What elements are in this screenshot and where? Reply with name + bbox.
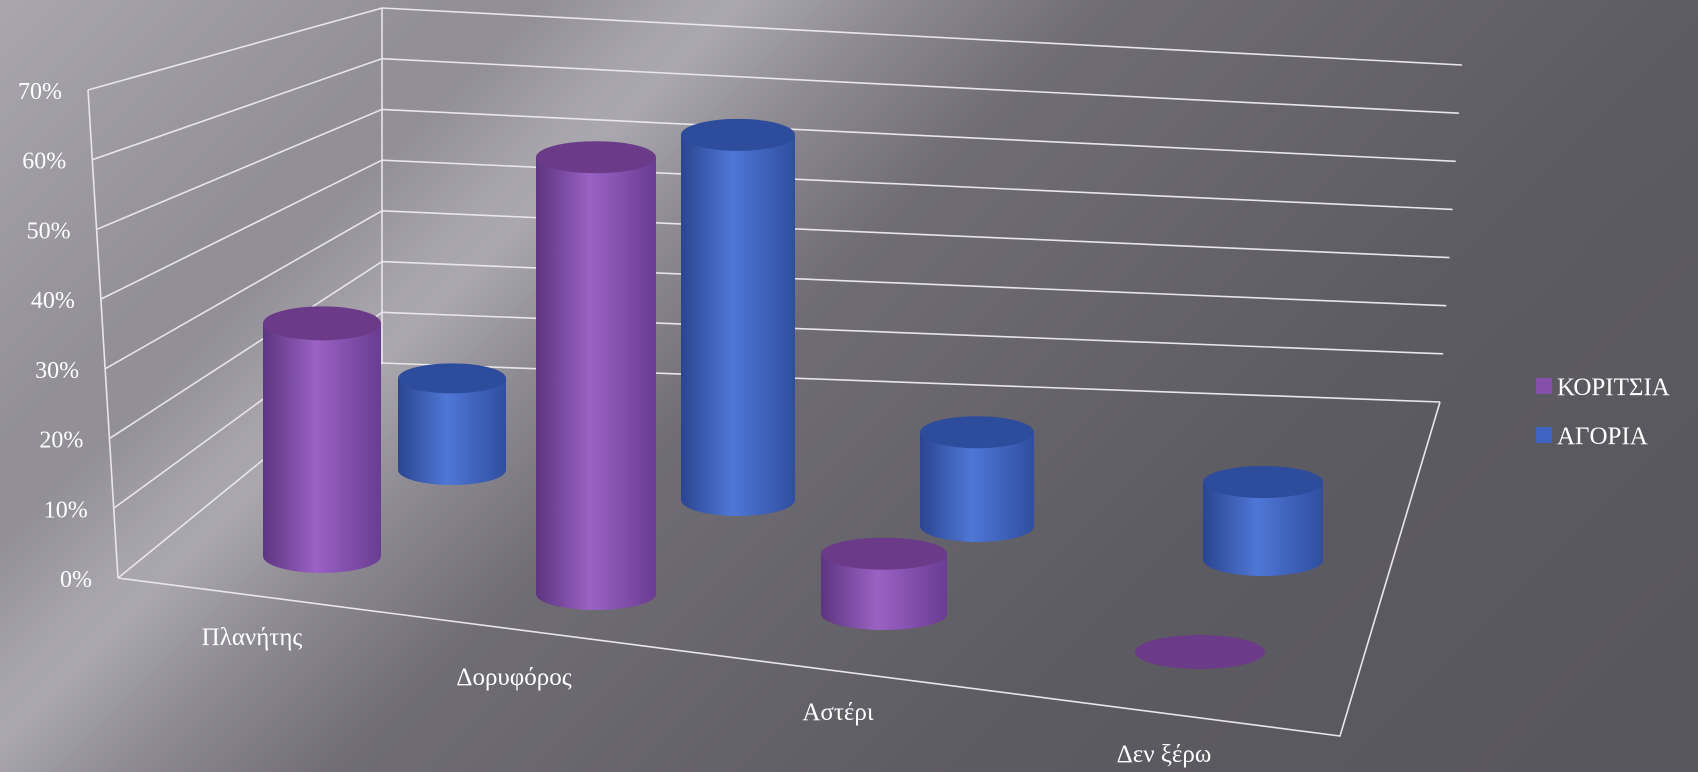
gridline bbox=[92, 57, 1459, 161]
left-wall-front-edge bbox=[87, 89, 119, 579]
y-tick-label: 20% bbox=[39, 428, 83, 454]
bar-boys-3 bbox=[1203, 466, 1323, 576]
y-tick-label: 10% bbox=[44, 497, 88, 523]
x-axis-categories: Πλανήτης Δορυφόρος Αστέρι Δεν ξέρω bbox=[202, 624, 1212, 768]
cylinder-body bbox=[920, 432, 1034, 542]
chart-bars bbox=[263, 118, 1323, 669]
chart-grid bbox=[87, 7, 1463, 737]
category-label: Αστέρι bbox=[802, 699, 874, 726]
bar-boys-1 bbox=[681, 118, 795, 516]
cylinder-top bbox=[1203, 466, 1323, 498]
y-tick-label: 0% bbox=[60, 567, 92, 593]
legend-label: ΑΓΟΡΙΑ bbox=[1557, 423, 1648, 450]
y-tick-label: 30% bbox=[35, 358, 79, 384]
legend-swatch bbox=[1536, 378, 1552, 394]
y-axis-ticks: 0% 10% 20% 30% 40% 50% 60% 70% bbox=[18, 79, 92, 593]
cylinder-body bbox=[681, 134, 795, 516]
cylinder-top bbox=[681, 118, 795, 151]
cylinder-body bbox=[536, 157, 656, 610]
bar-girls-2 bbox=[821, 537, 947, 630]
floor-edge bbox=[117, 401, 1441, 737]
cylinder-top bbox=[920, 416, 1034, 449]
gridline bbox=[87, 7, 1463, 91]
cylinder-top bbox=[821, 537, 947, 570]
legend-label: ΚΟΡΙΤΣΙΑ bbox=[1557, 374, 1670, 401]
category-label: Δεν ξέρω bbox=[1117, 741, 1212, 768]
gridline bbox=[104, 210, 1450, 370]
gridline bbox=[108, 260, 1447, 440]
legend-swatch bbox=[1536, 427, 1552, 443]
category-label: Δορυφόρος bbox=[456, 664, 571, 691]
cylinder-top bbox=[263, 306, 381, 341]
gridline bbox=[117, 362, 1441, 579]
gridline bbox=[96, 108, 1456, 231]
y-tick-label: 60% bbox=[22, 149, 66, 175]
cylinder-body bbox=[821, 553, 947, 630]
bar-girls-1 bbox=[536, 141, 656, 610]
bar-girls-3 bbox=[1135, 635, 1265, 669]
cylinder-body bbox=[1203, 482, 1323, 576]
bar-boys-2 bbox=[920, 416, 1034, 542]
legend: ΚΟΡΙΤΣΙΑ ΑΓΟΡΙΑ bbox=[1536, 374, 1670, 450]
y-tick-label: 70% bbox=[18, 79, 62, 105]
y-tick-label: 40% bbox=[31, 288, 75, 314]
cylinder-top bbox=[398, 363, 506, 394]
gridline bbox=[100, 159, 1453, 300]
bar-boys-0 bbox=[398, 363, 506, 485]
gridline bbox=[113, 311, 1444, 509]
bar-girls-0 bbox=[263, 306, 381, 573]
cylinder-top bbox=[536, 141, 656, 174]
category-label: Πλανήτης bbox=[202, 624, 303, 651]
cylinder-body bbox=[398, 378, 506, 485]
cylinder-top bbox=[1135, 635, 1265, 669]
cylinder-body bbox=[263, 323, 381, 573]
y-tick-label: 50% bbox=[27, 218, 71, 244]
